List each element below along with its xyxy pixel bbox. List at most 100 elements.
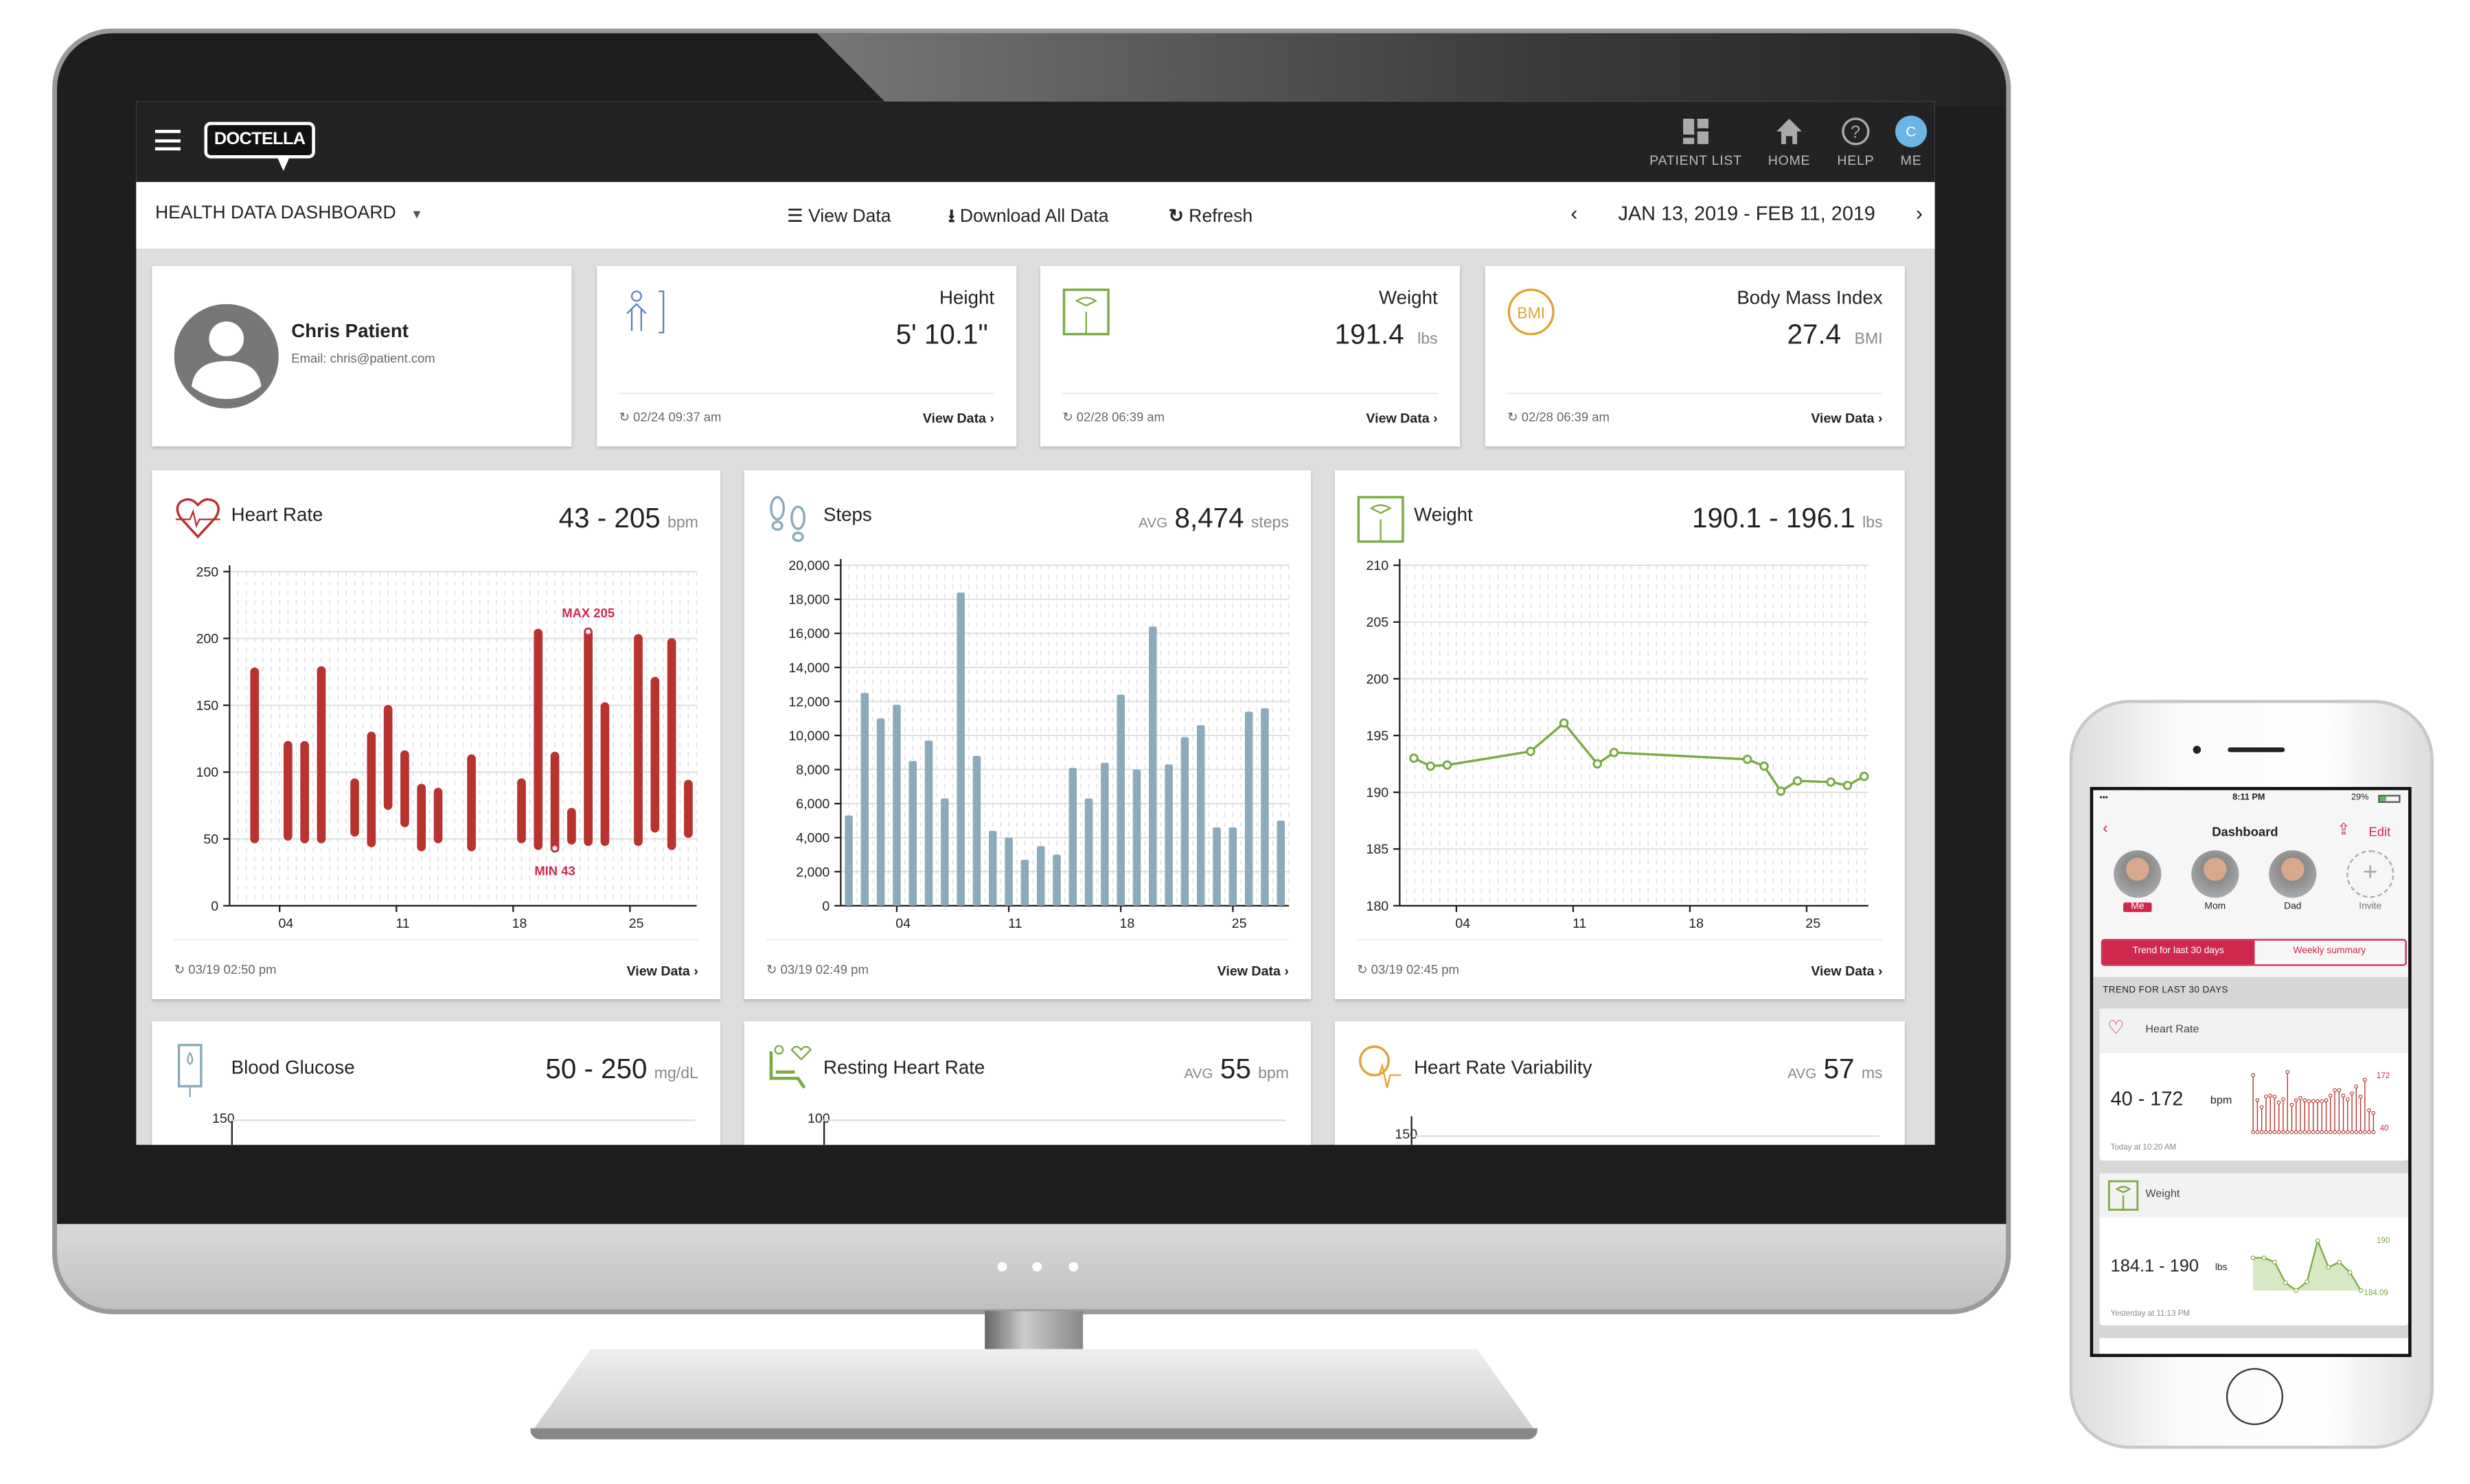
hr-point (2354, 1130, 2359, 1134)
person-invite[interactable]: + Invite (2342, 850, 2399, 929)
steps-bar (845, 815, 853, 906)
steps-bar (957, 592, 965, 906)
nav-me[interactable]: C ME (1892, 115, 1930, 172)
x-tick-label: 04 (279, 916, 294, 931)
last-updated: ↻ 03/19 02:50 pm (174, 963, 277, 977)
x-tick-label: 25 (1805, 916, 1820, 931)
chart-summary: 50 - 250 mg/dL (545, 1053, 698, 1086)
back-button[interactable]: ‹ (2103, 820, 2108, 838)
hr-point (2333, 1130, 2337, 1134)
last-updated: ↻ 03/19 02:49 pm (766, 963, 869, 977)
summary-prefix: AVG (1787, 1065, 1817, 1082)
prev-range-button[interactable]: ‹ (1570, 201, 1578, 225)
x-tick-label: 25 (1232, 916, 1247, 931)
doctella-logo[interactable]: DOCTELLA (204, 122, 315, 172)
hr-point (2341, 1130, 2346, 1134)
menu-icon[interactable] (155, 130, 181, 151)
view-data-link[interactable]: View Data › (626, 962, 698, 979)
view-data-button[interactable]: ☰ View Data (787, 204, 891, 227)
weight-point (1792, 776, 1803, 786)
chart-title: Blood Glucose (231, 1055, 355, 1079)
weight-point (1409, 753, 1419, 763)
tab-trend-30-days[interactable]: Trend for last 30 days (2103, 940, 2254, 965)
weight-area (2253, 1240, 2361, 1291)
person-mom[interactable]: Mom (2186, 850, 2243, 929)
steps-bar (908, 761, 917, 906)
y-tick-label: 18,000 (788, 593, 830, 608)
weight-point (2294, 1288, 2299, 1293)
nav-patient-list[interactable]: PATIENT LIST (1643, 115, 1748, 172)
mobile-hr-card[interactable]: ♡ Heart Rate 40 - 172 bpm Today at 10:20… (2099, 1008, 2409, 1161)
chart-summary: AVG 55 bpm (1184, 1053, 1289, 1086)
hr-point (2302, 1130, 2307, 1134)
monitor-chin (57, 1224, 2006, 1310)
steps-bar (1117, 694, 1125, 906)
dashboard-selector[interactable]: HEALTH DATA DASHBOARD ▼ (155, 204, 423, 223)
nav-help[interactable]: ? HELP (1832, 115, 1879, 172)
person-me[interactable]: Me (2109, 850, 2166, 929)
mobile-weight-card[interactable]: Weight 184.1 - 190 lbs Yesterday at 11:1… (2099, 1173, 2409, 1325)
tab-weekly-summary[interactable]: Weekly summary (2293, 946, 2366, 957)
view-data-link[interactable]: View Data › (1811, 410, 1883, 426)
hr-point (2302, 1098, 2307, 1103)
hr-point (2251, 1130, 2256, 1134)
glucose-meter-icon (174, 1044, 206, 1106)
mobile-hr-value: 40 - 172 (2110, 1088, 2184, 1110)
dashboard-label: HEALTH DATA DASHBOARD (155, 204, 396, 224)
y-tick-label: 100 (196, 765, 219, 780)
divider (174, 939, 698, 941)
bezel-glare (816, 33, 2006, 106)
share-icon[interactable]: ⇪ (2337, 821, 2351, 840)
link-label: View Data (626, 962, 690, 979)
weight-point (1609, 748, 1619, 757)
hr-point (2276, 1100, 2281, 1105)
hr-point (2320, 1130, 2324, 1134)
next-range-button[interactable]: › (1916, 201, 1923, 225)
y-tick-label: 150 (1395, 1126, 1418, 1142)
download-all-button[interactable]: ⭳ Download All Data (948, 204, 1108, 234)
person-label: Invite (2359, 902, 2382, 913)
hr-point (2264, 1094, 2268, 1099)
y-tick-label: 250 (196, 564, 219, 580)
nav-label: PATIENT LIST (1649, 152, 1742, 168)
max-annotation: MAX 205 (562, 606, 615, 620)
view-data-link[interactable]: View Data › (1811, 962, 1883, 979)
weight-point (1526, 746, 1535, 756)
hr-point (2371, 1110, 2376, 1115)
hr-point (2337, 1088, 2342, 1093)
section-heading: TREND FOR LAST 30 DAYS (2103, 986, 2228, 996)
hr-point (2255, 1098, 2260, 1103)
view-data-link[interactable]: View Data › (922, 410, 995, 426)
svg-text:?: ? (1851, 123, 1861, 142)
summary-title: Body Mass Index (1737, 286, 1883, 309)
x-tick-label: 11 (1008, 916, 1022, 931)
toolbar: HEALTH DATA DASHBOARD ▼ ☰ View Data ⭳ Do… (136, 182, 1935, 249)
x-tick-label: 25 (629, 916, 644, 931)
updated-time: 02/24 09:37 am (633, 410, 722, 424)
hr-point (2281, 1130, 2285, 1134)
chart-summary: AVG 57 ms (1787, 1053, 1882, 1086)
view-data-link[interactable]: View Data › (1366, 410, 1438, 426)
view-data-link[interactable]: View Data › (1217, 962, 1289, 979)
weight-point (2326, 1265, 2331, 1270)
y-tick-label: 190 (1366, 786, 1389, 801)
divider (766, 939, 1289, 941)
steps-bar (1244, 711, 1253, 906)
hr-point (2294, 1130, 2298, 1134)
hr-point (2255, 1130, 2260, 1134)
home-button[interactable] (2226, 1368, 2283, 1426)
updated-time: 02/28 06:39 am (1076, 410, 1165, 424)
refresh-button[interactable]: ↻ Refresh (1169, 204, 1253, 227)
axis-min: 184.09 (2364, 1288, 2388, 1299)
avatar-icon: C (1895, 115, 1928, 148)
link-label: View Data (922, 410, 987, 426)
hr-point (2268, 1093, 2273, 1098)
edit-button[interactable]: Edit (2368, 825, 2391, 840)
chart-plot: 180 185 190 195 200 205 210 04 11 18 25 (1366, 558, 1869, 931)
nav-home[interactable]: HOME (1762, 115, 1816, 172)
steps-bar (1132, 769, 1141, 906)
person-dad[interactable]: Dad (2264, 850, 2321, 929)
hr-point (2268, 1130, 2273, 1134)
home-icon (1776, 118, 1803, 144)
grid-line-horizontal (1414, 1135, 1879, 1137)
